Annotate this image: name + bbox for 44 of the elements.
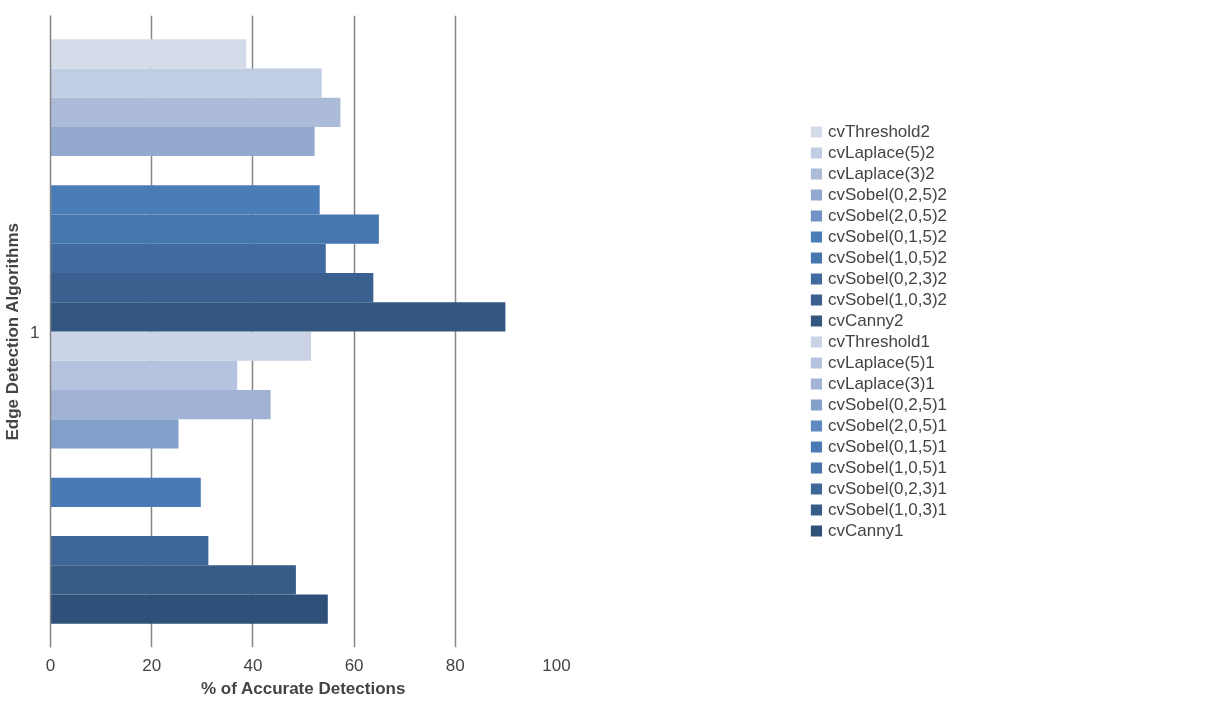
- bar: [50, 389, 271, 420]
- legend-label: cvThreshold1: [827, 331, 931, 352]
- legend-label: cvSobel(0,1,5)2: [827, 226, 948, 247]
- bar: [50, 536, 209, 566]
- bar: [50, 331, 312, 361]
- legend-label: cvSobel(0,2,3)1: [827, 478, 948, 499]
- legend-label: cvLaplace(5)1: [827, 352, 935, 373]
- bar: [50, 126, 315, 157]
- bar: [50, 39, 247, 69]
- bar: [50, 243, 326, 274]
- legend-label: cvCanny1: [827, 520, 904, 541]
- y-tick-label: 1: [30, 322, 40, 342]
- x-tick-label: 0: [45, 655, 56, 675]
- bar: [50, 477, 201, 507]
- x-tick-label: 40: [243, 655, 263, 675]
- bar: [50, 594, 328, 624]
- x-tick-label: 80: [445, 655, 465, 675]
- x-tick-label: 60: [344, 655, 364, 675]
- bar: [50, 68, 322, 98]
- x-axis-title: % of Accurate Detections: [201, 678, 406, 698]
- bar: [50, 360, 238, 390]
- bar: [50, 97, 341, 127]
- legend-label: cvSobel(1,0,5)2: [827, 247, 948, 268]
- legend-label: cvCanny2: [827, 310, 904, 331]
- legend-label: cvLaplace(3)2: [827, 163, 935, 184]
- legend-label: cvSobel(1,0,3)1: [827, 499, 948, 520]
- legend-label: cvSobel(0,2,3)2: [827, 268, 948, 289]
- legend-label: cvSobel(2,0,5)1: [827, 415, 948, 436]
- legend-label: cvSobel(0,2,5)1: [827, 394, 948, 415]
- legend-label: cvSobel(0,1,5)1: [827, 436, 948, 457]
- x-tick-label: 20: [142, 655, 162, 675]
- legend-label: cvSobel(0,2,5)2: [827, 184, 948, 205]
- legend-label: cvSobel(1,0,3)2: [827, 289, 948, 310]
- bar: [50, 565, 296, 595]
- bar: [50, 302, 506, 332]
- bar: [50, 273, 374, 303]
- bar: [50, 419, 179, 449]
- x-tick-label: 100: [542, 655, 571, 675]
- legend-label: cvSobel(2,0,5)2: [827, 205, 948, 226]
- legend-label: cvLaplace(3)1: [827, 373, 935, 394]
- legend-label: cvSobel(1,0,5)1: [827, 457, 948, 478]
- y-axis-title: Edge Detection Algorithms: [3, 223, 23, 441]
- legend-label: cvLaplace(5)2: [827, 142, 935, 163]
- legend-label: cvThreshold2: [827, 121, 931, 142]
